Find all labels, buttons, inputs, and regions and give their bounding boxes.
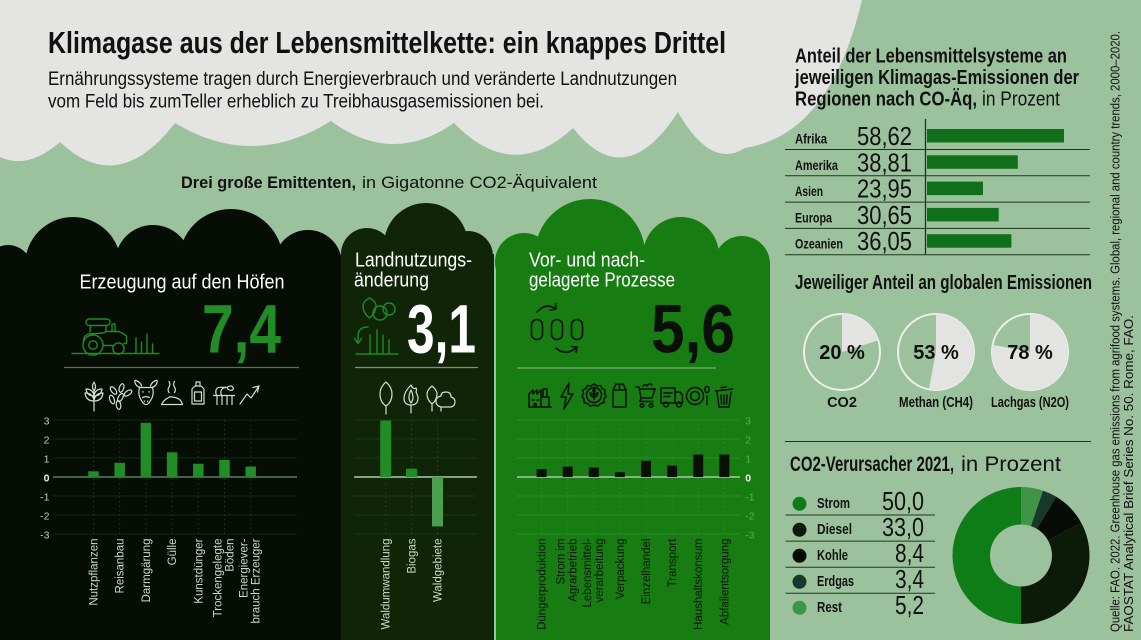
svg-text:7,4: 7,4 [202,291,281,368]
svg-text:FAOSTAT Analytical Brief Serie: FAOSTAT Analytical Brief Series No. 50. … [1122,315,1136,632]
svg-text:Reisanbau: Reisanbau [115,539,127,594]
svg-text:Erdgas: Erdgas [817,574,854,590]
svg-text:20 %: 20 % [819,342,865,364]
svg-text:0: 0 [745,473,751,485]
svg-text:-2: -2 [745,511,754,523]
svg-text:-3: -3 [40,530,49,542]
svg-text:Böden: Böden [225,539,237,572]
svg-text:Quelle: FAO. 2022. Greenhouse: Quelle: FAO. 2022. Greenhouse gas emissi… [1109,31,1123,632]
svg-text:Drei große Emittenten,: Drei große Emittenten, [181,173,356,192]
svg-text:2: 2 [745,435,751,447]
svg-text:Abfallentsorgung: Abfallentsorgung [719,539,731,625]
svg-text:Europa: Europa [795,210,832,225]
svg-text:Diesel: Diesel [817,522,852,538]
svg-text:Biogas: Biogas [407,538,419,573]
svg-text:33,0: 33,0 [882,512,924,542]
svg-text:3,4: 3,4 [895,564,924,594]
svg-text:Verpackung: Verpackung [615,539,627,600]
svg-text:in Prozent: in Prozent [961,453,1061,476]
svg-text:Landnutzungs-: Landnutzungs- [355,250,472,272]
svg-text:3: 3 [745,416,751,428]
svg-text:Haushaltskonsum: Haushaltskonsum [693,539,705,630]
svg-text:Klimagase aus der Lebensmittel: Klimagase aus der Lebensmittelkette: ein… [48,25,726,60]
svg-text:1: 1 [44,454,50,466]
svg-text:-2: -2 [40,511,49,523]
svg-text:Afrika: Afrika [795,132,827,147]
svg-text:Vor- und nach-: Vor- und nach- [529,250,645,272]
svg-text:Waldumwandlung: Waldumwandlung [381,539,393,630]
svg-text:Asien: Asien [795,184,823,199]
svg-text:Lebensmittel-: Lebensmittel- [582,538,594,607]
svg-text:Strom im: Strom im [556,539,568,585]
svg-text:Darmgärung: Darmgärung [141,539,153,603]
svg-text:verarbeitung: verarbeitung [594,539,606,603]
svg-text:2: 2 [44,435,50,447]
svg-text:36,05: 36,05 [857,226,912,256]
svg-text:Trockengelegte: Trockengelegte [213,539,225,618]
svg-text:0: 0 [44,473,50,485]
svg-text:50,0: 50,0 [882,486,924,516]
svg-text:3,1: 3,1 [407,291,476,368]
svg-text:Gülle: Gülle [167,539,179,566]
svg-text:3: 3 [44,416,50,428]
svg-text:1: 1 [745,454,751,466]
svg-text:5,2: 5,2 [895,590,924,620]
svg-text:Erzeugung auf den Höfen: Erzeugung auf den Höfen [80,272,285,294]
svg-text:Anteil der Lebensmittelsysteme: Anteil der Lebensmittelsysteme an [795,46,1067,68]
svg-text:Jeweiliger Anteil an globalen: Jeweiliger Anteil an globalen Emissionen [795,272,1092,294]
svg-text:Kunstdünger: Kunstdünger [193,538,205,603]
svg-text:CO2-Verursacher 2021,: CO2-Verursacher 2021, [790,453,954,476]
svg-text:Agrarbetrieb: Agrarbetrieb [568,539,580,602]
svg-text:78 %: 78 % [1007,342,1053,364]
svg-text:Rest: Rest [817,600,842,616]
svg-text:Transport: Transport [667,538,679,588]
svg-text:Kohle: Kohle [817,548,848,564]
svg-text:Regionen nach CO-Äq,: Regionen nach CO-Äq, [795,88,977,111]
svg-text:58,62: 58,62 [857,121,912,151]
svg-text:Amerika: Amerika [795,158,838,173]
svg-text:jeweiligen Klimagas-Emissionen: jeweiligen Klimagas-Emissionen der [794,67,1079,89]
svg-text:Düngerproduktion: Düngerproduktion [537,539,549,630]
svg-text:Strom: Strom [817,496,850,512]
svg-text:Methan (CH4): Methan (CH4) [899,395,973,411]
svg-text:38,81: 38,81 [857,147,912,177]
svg-text:-1: -1 [745,492,754,504]
svg-text:-3: -3 [745,530,754,542]
svg-text:Ernährungssysteme tragen durch: Ernährungssysteme tragen durch Energieve… [48,69,677,90]
svg-text:53 %: 53 % [913,342,959,364]
svg-text:-1: -1 [40,492,49,504]
svg-text:8,4: 8,4 [895,538,924,568]
svg-text:Waldgebiete: Waldgebiete [433,539,445,603]
svg-text:Lachgas (N2O): Lachgas (N2O) [991,395,1069,411]
svg-text:änderung: änderung [354,270,429,292]
svg-text:23,95: 23,95 [857,174,912,204]
svg-text:vom Feld bis zumTeller erhebli: vom Feld bis zumTeller erheblich zu Trei… [48,92,544,113]
svg-text:in Prozent: in Prozent [982,89,1060,111]
svg-text:Ozeanien: Ozeanien [795,237,843,252]
svg-text:Energiever-: Energiever- [239,538,251,598]
svg-text:brauch Erzeuger: brauch Erzeuger [251,538,263,623]
svg-text:in Gigatonne CO2-Äquivalent: in Gigatonne CO2-Äquivalent [362,173,597,192]
svg-text:Nutzpflanzen: Nutzpflanzen [89,539,101,606]
svg-text:5,6: 5,6 [651,291,735,368]
svg-text:gelagerte Prozesse: gelagerte Prozesse [529,270,675,292]
svg-text:30,65: 30,65 [857,200,912,230]
svg-text:CO2: CO2 [827,395,857,411]
svg-text:Einzelhandel: Einzelhandel [641,539,653,605]
